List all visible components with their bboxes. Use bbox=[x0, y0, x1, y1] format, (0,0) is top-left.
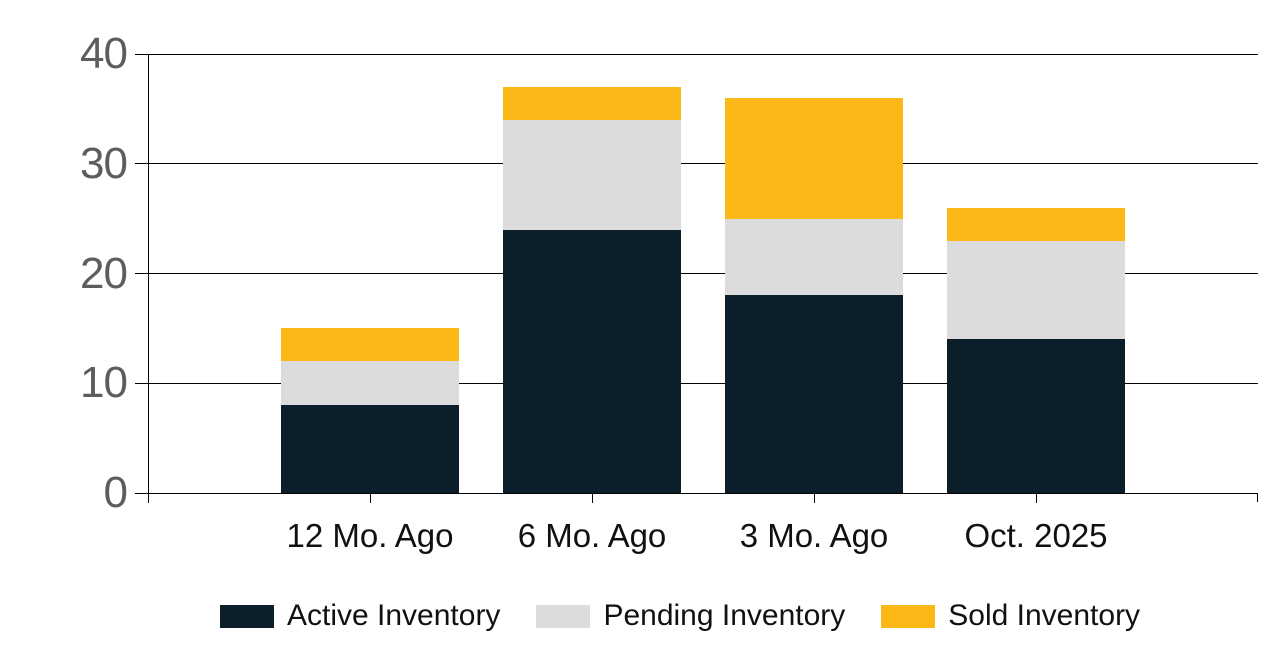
x-axis-tick bbox=[592, 493, 593, 503]
y-tick-label-20: 20 bbox=[80, 248, 128, 298]
bar-segment-active-inventory bbox=[725, 295, 903, 493]
bar-segment-sold-inventory bbox=[503, 86, 681, 120]
bar-segment-sold-inventory bbox=[947, 207, 1125, 241]
bar-3-mo-ago bbox=[725, 97, 903, 493]
legend-item-pending-inventory: Pending Inventory bbox=[536, 599, 845, 633]
legend-swatch-icon bbox=[220, 604, 274, 628]
legend-item-sold-inventory: Sold Inventory bbox=[881, 599, 1140, 633]
bar-segment-active-inventory bbox=[503, 229, 681, 493]
gridline-y-20 bbox=[135, 273, 1258, 274]
y-tick-label-0: 0 bbox=[103, 468, 128, 517]
x-tick-label: 3 Mo. Ago bbox=[739, 517, 889, 554]
y-tick-label-40: 40 bbox=[80, 29, 128, 78]
bar-segment-pending-inventory bbox=[281, 361, 459, 406]
bar-segment-pending-inventory bbox=[947, 240, 1125, 340]
gridline-y-40 bbox=[135, 53, 1258, 55]
x-axis-tick bbox=[370, 493, 371, 503]
x-tick-label: Oct. 2025 bbox=[964, 517, 1108, 554]
x-axis-baseline bbox=[135, 492, 1258, 494]
y-tick-label-10: 10 bbox=[80, 358, 128, 408]
bar-segment-pending-inventory bbox=[503, 119, 681, 230]
bar-6-mo-ago bbox=[503, 86, 681, 493]
legend-swatch-icon bbox=[881, 604, 936, 628]
plot-area bbox=[135, 53, 1258, 503]
legend-swatch-icon bbox=[536, 604, 591, 628]
chart-legend: Active Inventory Pending Inventory Sold In… bbox=[220, 599, 1140, 633]
x-axis-tick bbox=[814, 493, 815, 503]
bar-oct-2025 bbox=[947, 207, 1125, 493]
x-tick-label: 12 Mo. Ago bbox=[286, 517, 454, 554]
bar-segment-sold-inventory bbox=[281, 328, 459, 362]
legend-label: Active Inventory bbox=[287, 599, 501, 632]
x-axis-end-tick bbox=[1257, 493, 1258, 502]
legend-label: Sold Inventory bbox=[948, 599, 1141, 632]
legend-item-active-inventory: Active Inventory bbox=[220, 599, 500, 633]
y-axis-line bbox=[148, 54, 149, 503]
x-axis-tick bbox=[1036, 493, 1037, 503]
bar-segment-active-inventory bbox=[281, 405, 459, 493]
gridline-y-10 bbox=[135, 382, 1258, 384]
bar-segment-active-inventory bbox=[947, 339, 1125, 493]
x-tick-label: 6 Mo. Ago bbox=[517, 517, 667, 554]
legend-label: Pending Inventory bbox=[603, 599, 846, 632]
bar-12-mo-ago bbox=[281, 328, 459, 493]
bar-segment-pending-inventory bbox=[725, 218, 903, 296]
bar-segment-sold-inventory bbox=[725, 97, 903, 219]
y-tick-label-30: 30 bbox=[80, 138, 128, 188]
gridline-y-30 bbox=[135, 163, 1258, 165]
